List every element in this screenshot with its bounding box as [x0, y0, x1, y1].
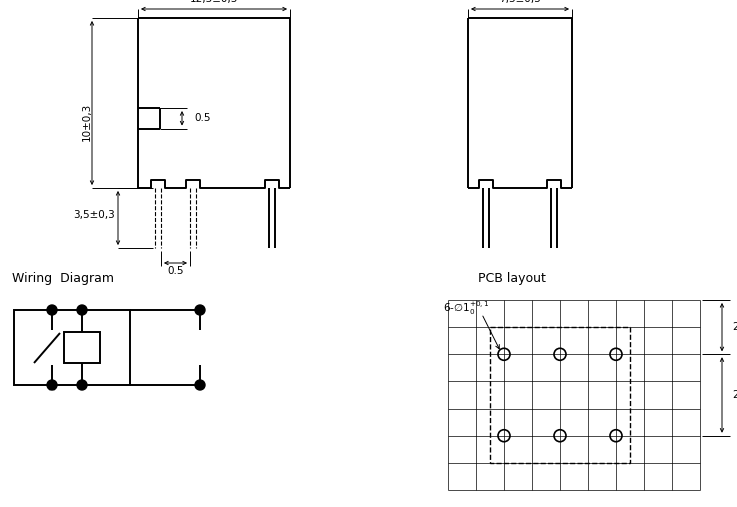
- Text: 0.5: 0.5: [167, 266, 184, 276]
- Text: 3,5±0,3: 3,5±0,3: [73, 210, 115, 220]
- Text: 6-$\varnothing$1$^{+0,1}_{0}$: 6-$\varnothing$1$^{+0,1}_{0}$: [443, 300, 489, 317]
- Bar: [14, 310, 130, 385]
- Text: 0.5: 0.5: [194, 113, 211, 123]
- Circle shape: [47, 380, 57, 390]
- Bar: [64, 332, 100, 363]
- Circle shape: [77, 380, 87, 390]
- Circle shape: [195, 305, 205, 315]
- Text: 2.54: 2.54: [732, 322, 737, 332]
- Circle shape: [47, 305, 57, 315]
- Text: 12,5±0,3: 12,5±0,3: [190, 0, 238, 4]
- Text: 10±0,3: 10±0,3: [82, 103, 92, 141]
- Text: 7,5±0,3: 7,5±0,3: [499, 0, 541, 4]
- Circle shape: [77, 305, 87, 315]
- Text: Wiring  Diagram: Wiring Diagram: [12, 272, 114, 285]
- Circle shape: [195, 380, 205, 390]
- Text: 2.54: 2.54: [732, 390, 737, 400]
- Bar: [490, 327, 630, 463]
- Text: PCB layout: PCB layout: [478, 272, 546, 285]
